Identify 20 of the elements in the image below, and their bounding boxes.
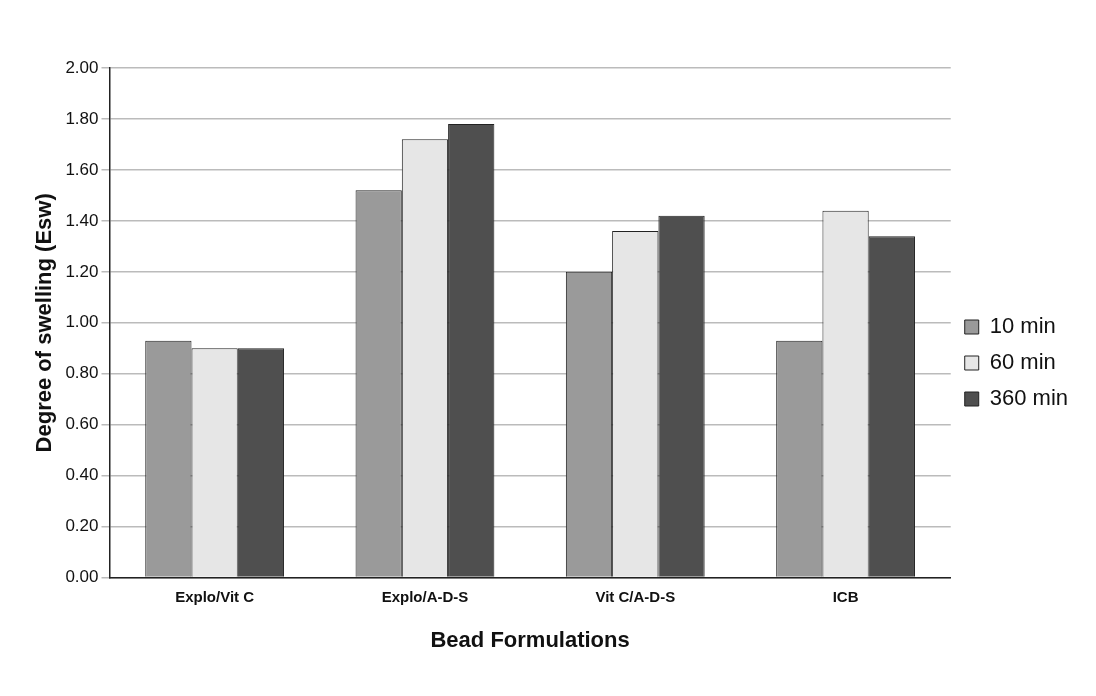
y-tick-label: 1.40 [65,210,99,230]
x-tick-label: ICB [832,587,859,605]
legend-label: 10 min [989,313,1056,339]
y-tick-label: 1.80 [65,108,99,128]
x-axis-title: Bead Formulations [430,626,630,652]
y-tick-label: 2.00 [65,57,99,77]
y-tick-label: 0.60 [65,414,99,434]
x-tick-label: Vit C/A-D-S [595,587,676,605]
y-tick-label: 1.00 [65,312,99,332]
y-tick-label: 1.20 [65,261,99,281]
x-tick-label: Explo/A-D-S [381,587,469,605]
y-tick-label: 0.00 [65,567,99,587]
x-tick-label: Explo/Vit C [175,587,255,605]
y-tick-label: 1.60 [65,159,99,179]
y-axis-title: Degree of swelling (Esw) [31,193,57,453]
y-tick-label: 0.40 [65,465,99,485]
y-tick-label: 0.80 [65,363,99,383]
y-tick-label: 0.20 [65,516,99,536]
legend-label: 360 min [989,385,1069,411]
legend-label: 60 min [989,349,1056,375]
